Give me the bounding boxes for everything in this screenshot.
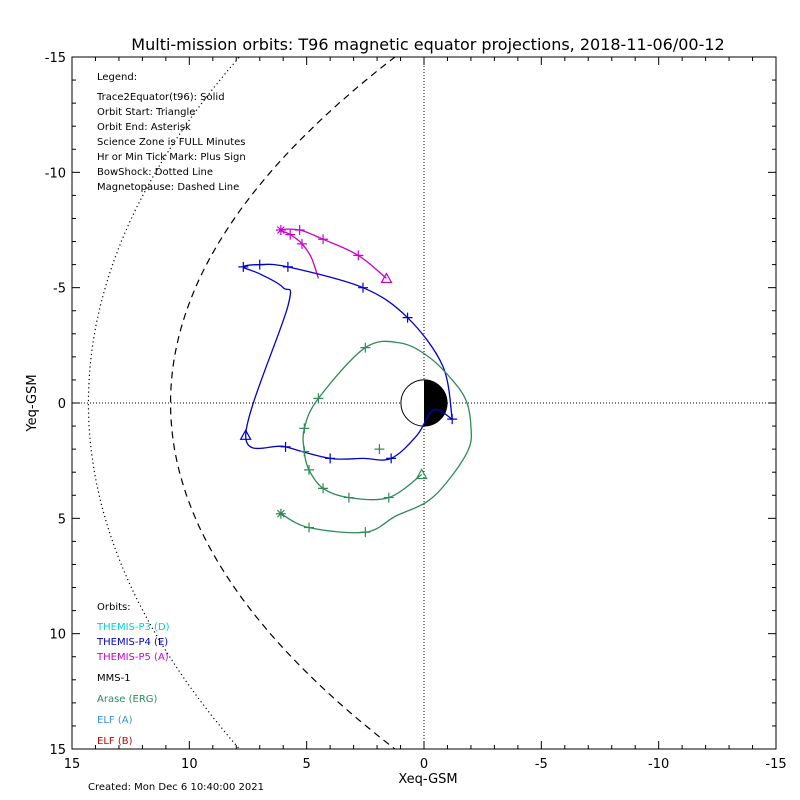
y-tick-label: -10	[45, 166, 66, 181]
plot-area	[72, 57, 776, 749]
tick-mark	[304, 464, 315, 475]
tick-mark	[402, 312, 413, 323]
legend-line: Trace2Equator(t96): Solid	[96, 92, 225, 103]
x-tick-label: -5	[535, 757, 548, 772]
tick-mark	[294, 225, 305, 235]
legend: Legend: Trace2Equator(t96): Solid Orbit St…	[96, 72, 246, 747]
created-timestamp: Created: Mon Dec 6 10:40:00 2021	[88, 782, 264, 793]
legend-line: BowShock: Dotted Line	[97, 167, 213, 178]
orbit-series-2	[275, 340, 473, 538]
tick-mark	[282, 261, 293, 272]
tick-mark	[285, 229, 296, 240]
x-axis-label: Xeq-GSM	[398, 772, 457, 787]
tick-mark	[238, 261, 249, 272]
orbit-label: ELF (A)	[97, 715, 133, 726]
legend-header: Legend:	[97, 72, 137, 83]
x-tick-label: -10	[648, 757, 669, 772]
y-tick-label: 0	[58, 397, 66, 412]
tick-mark	[313, 393, 324, 404]
tick-mark	[383, 492, 394, 503]
y-tick-label: 15	[49, 743, 66, 758]
y-tick-label: -5	[53, 282, 66, 297]
orbit-start-triangle	[380, 272, 393, 284]
x-tick-label: 10	[181, 757, 198, 772]
orbit-label: THEMIS-P4 (E)	[96, 637, 168, 648]
tick-mark	[343, 492, 354, 503]
y-tick-label: 10	[49, 628, 66, 643]
tick-mark	[280, 441, 291, 452]
orbit-label: Arase (ERG)	[97, 694, 158, 705]
x-tick-label: -15	[765, 757, 786, 772]
orbit-start-triangle	[415, 468, 428, 480]
x-tick-label: 0	[420, 757, 428, 772]
orbits-header: Orbits:	[97, 602, 131, 613]
orbit-series-1	[238, 259, 458, 464]
y-axis-label: Yeq-GSM	[25, 374, 40, 432]
orbit-track	[280, 340, 473, 534]
tick-mark	[318, 483, 329, 494]
tick-mark	[447, 414, 458, 425]
magnetopause-line	[170, 57, 396, 749]
tick-mark	[353, 250, 364, 261]
orbit-end-asterisk	[275, 508, 286, 519]
y-tick-label: -15	[45, 51, 66, 66]
tick-mark	[360, 527, 371, 538]
tick-mark	[254, 259, 265, 270]
legend-line: Orbit End: Asterisk	[97, 122, 191, 133]
tick-mark	[318, 234, 329, 245]
tick-mark	[374, 444, 385, 455]
orbit-label: MMS-1	[97, 673, 131, 684]
orbit-series-0	[275, 225, 393, 284]
orbit-start-triangle	[239, 429, 252, 440]
orbit-label: THEMIS-P3 (D)	[96, 622, 170, 633]
chart-title: Multi-mission orbits: T96 magnetic equat…	[131, 35, 724, 54]
legend-line: Hr or Min Tick Mark: Plus Sign	[97, 152, 246, 163]
tick-mark	[386, 453, 397, 464]
orbit-label: ELF (B)	[97, 736, 133, 747]
y-tick-label: 5	[58, 512, 66, 527]
tick-mark	[357, 282, 368, 293]
legend-line: Science Zone is FULL Minutes	[97, 137, 246, 148]
x-tick-label: 5	[303, 757, 311, 772]
orbit-label: THEMIS-P5 (A)	[96, 652, 169, 663]
tick-mark	[325, 453, 336, 464]
tick-mark	[304, 522, 315, 533]
orbit-end-asterisk	[275, 225, 286, 235]
tick-mark	[299, 423, 310, 434]
legend-line: Orbit Start: Triangle	[97, 107, 195, 118]
x-tick-label: 15	[64, 757, 81, 772]
tick-mark	[296, 238, 307, 249]
legend-line: Magnetopause: Dashed Line	[97, 182, 239, 193]
tick-mark	[360, 342, 371, 353]
tick-mark	[299, 446, 310, 457]
